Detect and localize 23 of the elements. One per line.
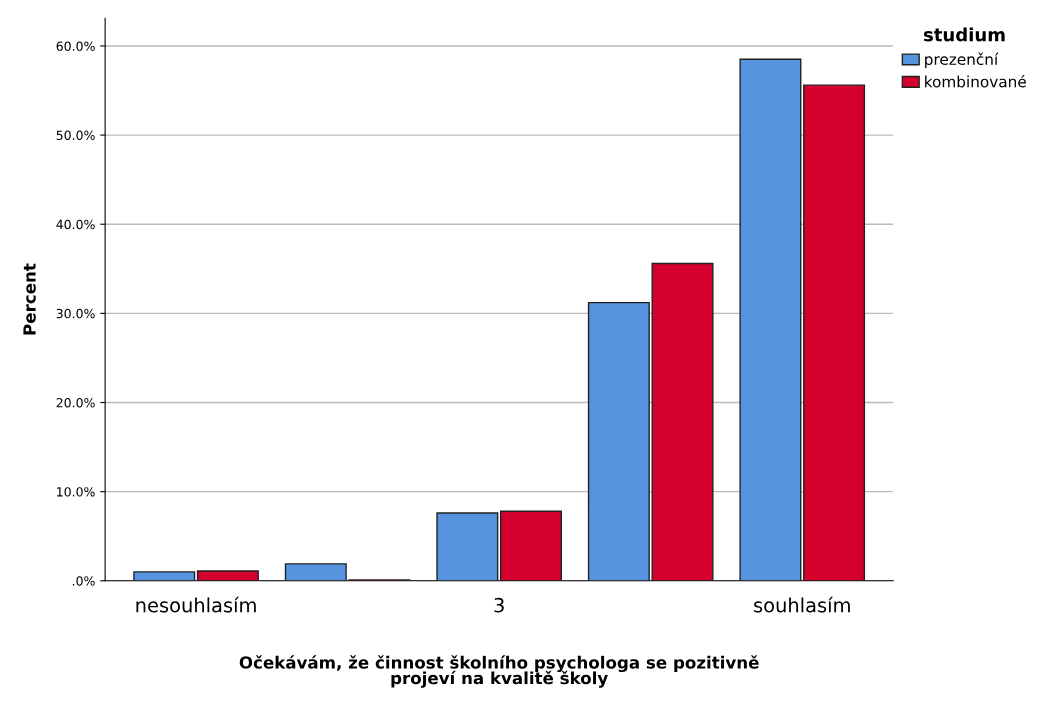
y-tick-label: 60.0% bbox=[56, 41, 95, 51]
bar bbox=[196, 570, 259, 581]
legend-label: kombinované bbox=[925, 75, 1026, 88]
x-tick-label: nesouhlasím bbox=[136, 596, 256, 613]
y-tick-label: 50.0% bbox=[56, 130, 95, 141]
bar bbox=[739, 58, 802, 581]
bar bbox=[587, 301, 650, 581]
x-axis-title: Očekávám, že činnost školního psychologa se pozitivně projeví na kvalitě školy bbox=[239, 655, 759, 688]
legend-label: prezenční bbox=[925, 52, 999, 68]
y-tick-label: 40.0% bbox=[56, 219, 95, 230]
bar bbox=[651, 262, 714, 581]
y-tick-label: 10.0% bbox=[57, 487, 95, 497]
bar bbox=[436, 512, 499, 581]
bar bbox=[499, 510, 562, 581]
y-axis-title: Percent bbox=[23, 263, 36, 335]
y-tick-label: 30.0% bbox=[56, 308, 95, 319]
x-tick-label: 3 bbox=[494, 597, 504, 613]
x-tick-label: souhlasím bbox=[754, 596, 850, 613]
y-tick-label: 20.0% bbox=[56, 397, 95, 408]
y-tick-label: .0% bbox=[72, 576, 95, 586]
bar bbox=[803, 84, 866, 581]
bar bbox=[133, 571, 196, 581]
legend-title: studium bbox=[923, 27, 1005, 42]
